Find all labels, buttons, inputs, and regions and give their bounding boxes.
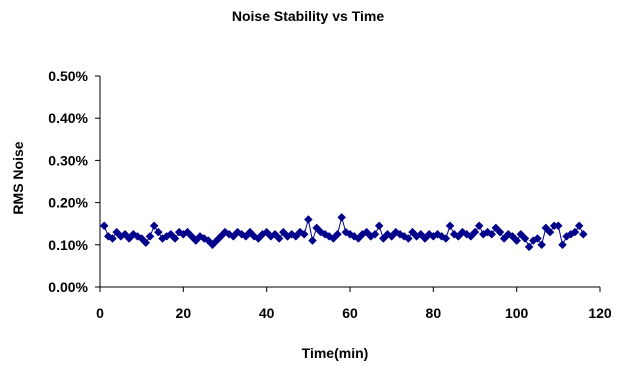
data-point [253,234,263,243]
data-point [299,229,309,239]
data-point [474,221,484,231]
data-point [537,240,547,250]
data-point [120,229,130,239]
data-point [408,227,417,237]
data-point [541,223,551,233]
data-point [170,234,180,243]
data-point [516,229,526,239]
data-point [378,234,388,243]
data-point [337,213,347,222]
y-tick-label: 0.40% [48,110,88,126]
data-point [328,234,338,243]
data-point [112,227,122,237]
data-point [453,232,463,241]
data-point [370,229,380,239]
data-point [570,227,580,237]
data-point [228,232,238,241]
data-point [137,234,147,243]
y-tick-label: 0.00% [48,279,88,295]
data-point [303,215,313,224]
y-tick-label: 0.20% [48,195,88,211]
data-point [353,234,363,243]
series-noise [99,213,588,252]
data-point [274,234,284,243]
data-point [208,240,217,250]
data-point [278,227,288,237]
y-tick-label: 0.10% [48,237,88,253]
data-point [183,227,192,237]
data-point [558,240,567,250]
data-point [533,234,542,243]
data-point [470,227,480,237]
data-point [512,236,522,245]
data-point [308,236,317,245]
data-point [108,234,117,243]
data-point [520,234,530,243]
x-tick-label: 20 [176,305,192,321]
data-point [445,221,455,231]
data-point [508,232,517,241]
data-point [216,232,226,241]
data-point [495,227,505,237]
data-point [499,234,509,243]
data-point [203,236,213,245]
data-point [141,238,151,248]
x-tick-label: 120 [588,305,612,321]
data-point [333,229,342,239]
data-point [574,221,584,231]
x-tick-label: 0 [96,305,104,321]
chart-title: Noise Stability vs Time [232,8,384,24]
data-point [245,227,255,237]
y-tick-label: 0.30% [48,152,88,168]
x-tick-label: 60 [342,305,358,321]
data-point [524,242,534,252]
y-tick-label: 0.50% [48,68,88,84]
x-tick-label: 80 [426,305,442,321]
x-axis: 0 20 40 60 80 100 120 [96,286,612,321]
data-point [212,236,222,245]
x-tick-label: 100 [505,305,529,321]
y-axis-label: RMS Noise [10,141,26,214]
data-point [362,227,372,237]
data-point [291,232,301,241]
data-point [487,229,497,239]
data-point [387,232,397,241]
data-point [578,229,588,239]
data-point [403,234,413,243]
data-point [145,232,155,241]
data-point [545,227,555,237]
x-axis-label: Time(min) [302,345,369,361]
data-point [441,234,451,243]
data-point [466,232,476,241]
data-point [312,223,322,233]
data-point [420,234,430,243]
data-point [99,221,109,231]
x-tick-label: 40 [259,305,275,321]
y-axis: 0.00% 0.10% 0.20% 0.30% 0.40% 0.50% [48,68,101,295]
data-point [491,223,501,233]
data-point [262,227,272,237]
data-point [270,229,280,239]
data-point [124,234,134,243]
data-point [416,229,426,239]
data-point [153,227,163,237]
data-point [241,232,251,241]
data-point [374,221,384,231]
data-point [166,229,176,239]
data-point [149,221,159,231]
data-point [191,236,201,245]
data-point [553,221,563,231]
data-point [187,232,197,241]
